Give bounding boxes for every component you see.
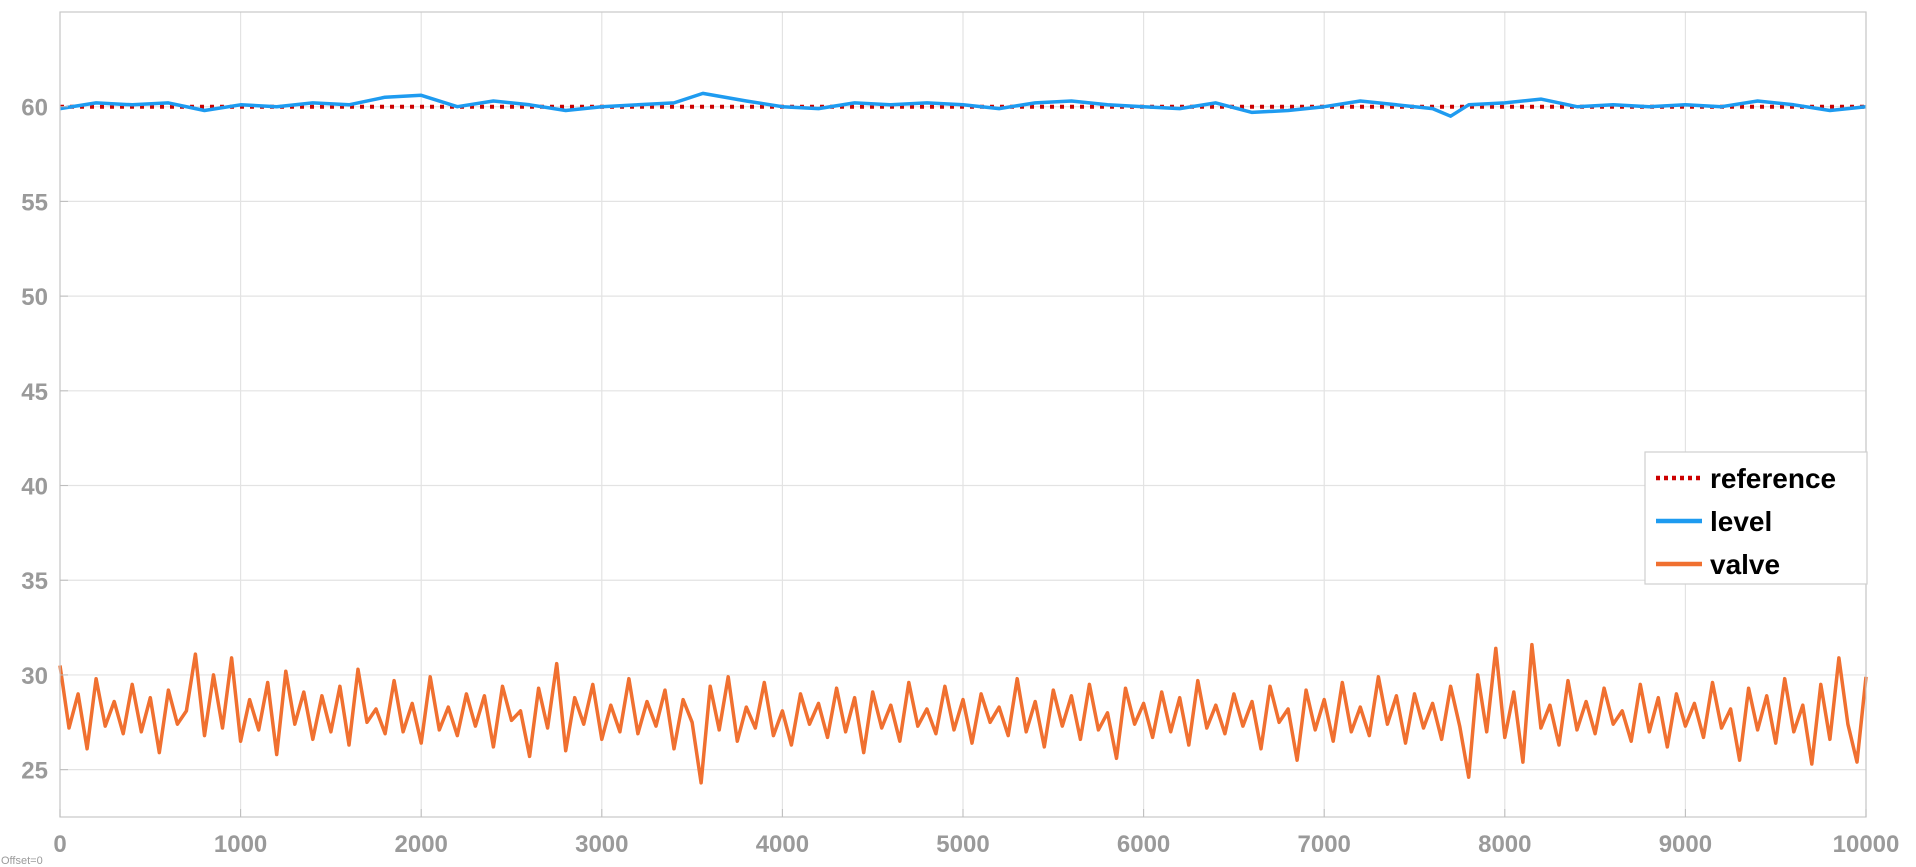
x-tick-label: 8000: [1478, 831, 1531, 858]
legend-reference-label: reference: [1710, 463, 1836, 494]
x-tick-label: 10000: [1833, 831, 1900, 858]
x-tick-label: 3000: [575, 831, 628, 858]
x-tick-label: 5000: [936, 831, 989, 858]
y-tick-label: 55: [21, 189, 48, 216]
y-tick-label: 30: [21, 663, 48, 690]
y-tick-label: 35: [21, 568, 48, 595]
x-tick-label: 0: [53, 831, 66, 858]
x-tick-label: 6000: [1117, 831, 1170, 858]
x-tick-label: 2000: [395, 831, 448, 858]
y-tick-label: 40: [21, 474, 48, 501]
series-valve-line: [58, 642, 1868, 785]
legend-valve-label: valve: [1710, 549, 1780, 580]
offset-label: Offset=0: [1, 855, 43, 867]
x-tick-label: 4000: [756, 831, 809, 858]
y-tick-label: 45: [21, 379, 48, 406]
legend-level-label: level: [1710, 506, 1772, 537]
x-tick-label: 1000: [214, 831, 267, 858]
series-level-line: [59, 91, 1867, 118]
y-axis-ticks: 25 30 35 40 45 50 55 60: [21, 95, 68, 785]
y-tick-label: 50: [21, 284, 48, 311]
y-tick-label: 60: [21, 95, 48, 122]
legend: reference level valve: [1644, 451, 1868, 585]
x-axis-ticks: 0 1000 2000 3000 4000 5000 6000 7000 8000 9000 100…: [53, 809, 1899, 858]
x-tick-label: 9000: [1659, 831, 1712, 858]
x-tick-label: 7000: [1298, 831, 1351, 858]
y-tick-label: 25: [21, 758, 48, 785]
series-layer: [58, 91, 1868, 785]
